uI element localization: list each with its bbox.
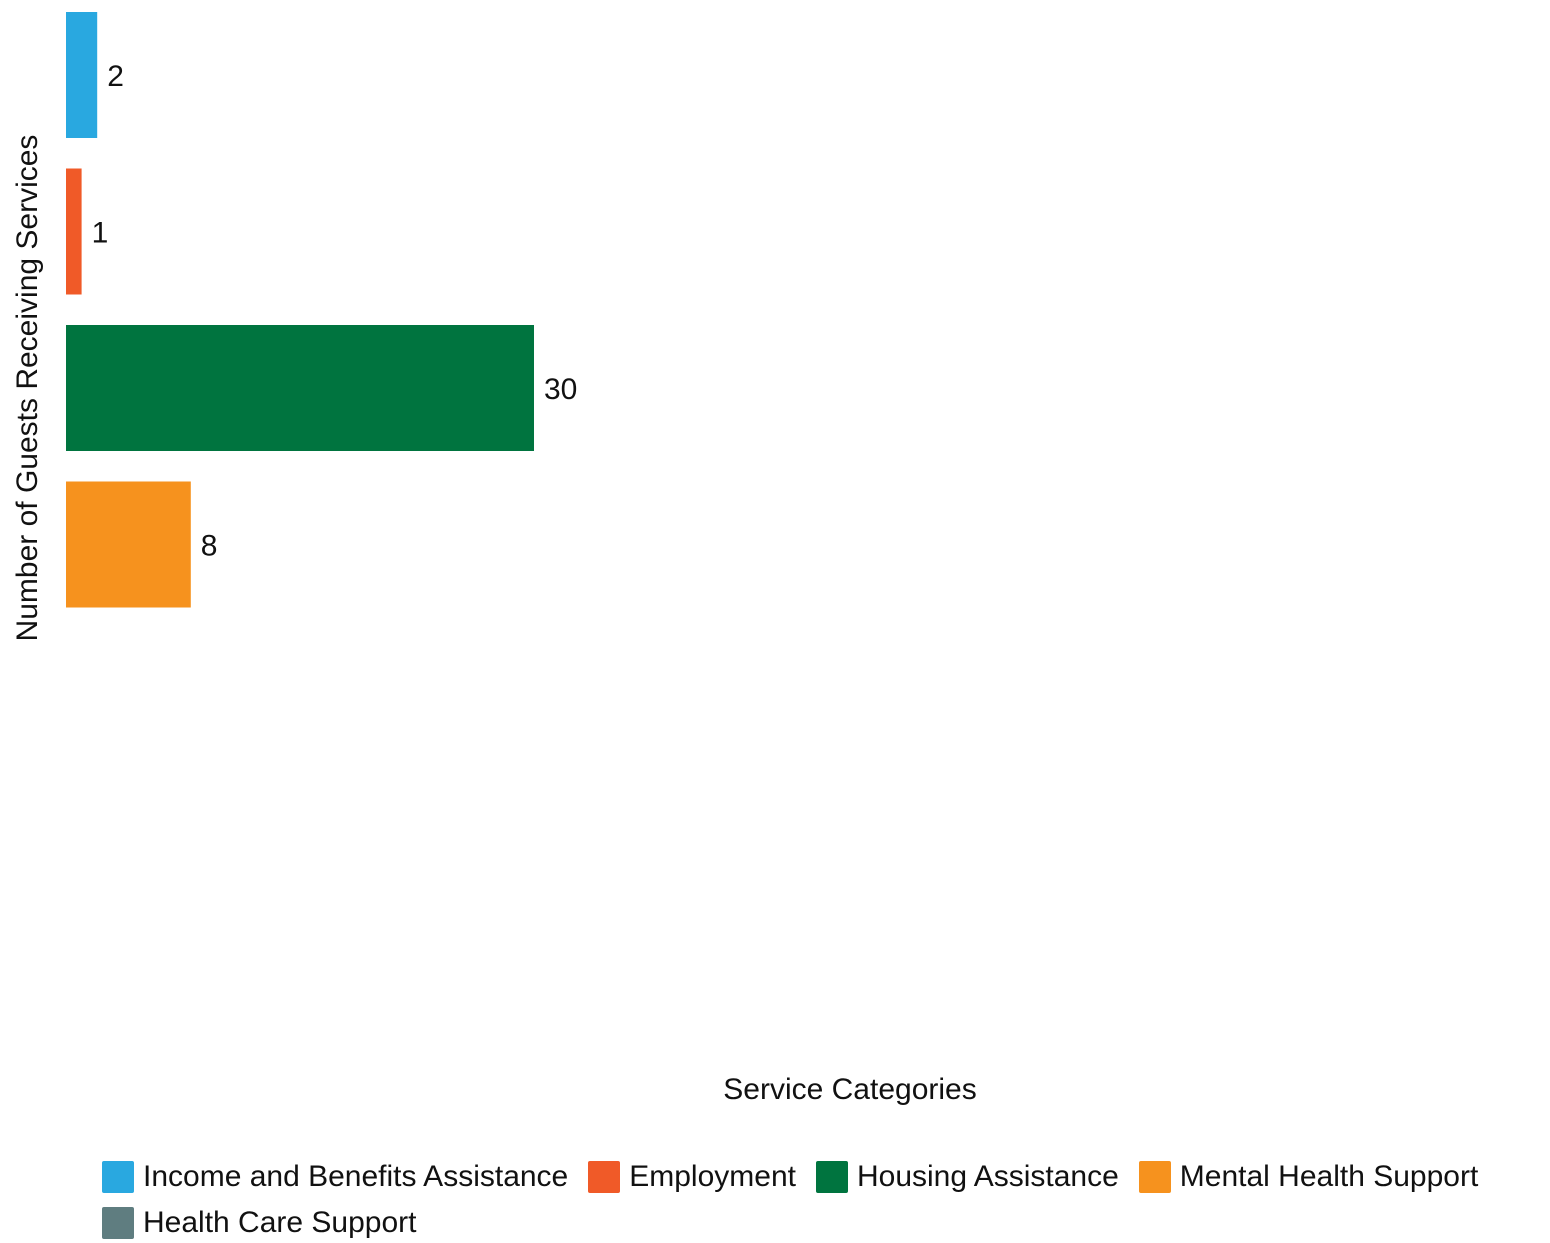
legend-item-employment[interactable]: Employment bbox=[588, 1160, 796, 1194]
legend-swatch-housing-assistance bbox=[815, 1161, 848, 1193]
legend-label-health-care-support: Health Care Support bbox=[143, 1206, 417, 1239]
data-label-housing-assistance: 30 bbox=[544, 373, 577, 406]
legend-label-mental-health-support: Mental Health Support bbox=[1179, 1160, 1479, 1193]
legend-swatch-income-and-benefits-assistance bbox=[102, 1161, 134, 1193]
chart-legend: Income and Benefits Assistance Employmen… bbox=[102, 1160, 1542, 1240]
legend-item-housing-assistance[interactable]: Housing Assistance bbox=[815, 1160, 1119, 1194]
legend-item-health-care-support[interactable]: Health Care Support bbox=[102, 1206, 417, 1240]
bar-mental-health-support[interactable] bbox=[66, 481, 191, 608]
legend-item-mental-health-support[interactable]: Mental Health Support bbox=[1138, 1160, 1479, 1194]
bar-housing-assistance[interactable] bbox=[66, 325, 534, 451]
legend-label-employment: Employment bbox=[629, 1160, 796, 1193]
legend-item-income-and-benefits-assistance[interactable]: Income and Benefits Assistance bbox=[102, 1160, 568, 1194]
bar-employment[interactable] bbox=[66, 168, 82, 295]
legend-swatch-mental-health-support bbox=[1138, 1161, 1171, 1193]
legend-swatch-health-care-support bbox=[102, 1207, 134, 1239]
y-axis-label: Number of Guests Receiving Services bbox=[11, 134, 44, 642]
x-axis-label: Service Categories bbox=[723, 1073, 977, 1106]
legend-label-housing-assistance: Housing Assistance bbox=[856, 1160, 1119, 1193]
data-label-mental-health-support: 8 bbox=[201, 530, 218, 563]
bar-income-and-benefits-assistance[interactable] bbox=[66, 12, 98, 138]
legend-label-income-and-benefits-assistance: Income and Benefits Assistance bbox=[143, 1160, 569, 1193]
data-label-employment: 1 bbox=[92, 217, 109, 250]
data-label-income-and-benefits-assistance: 2 bbox=[107, 60, 124, 93]
legend-swatch-employment bbox=[588, 1161, 621, 1193]
